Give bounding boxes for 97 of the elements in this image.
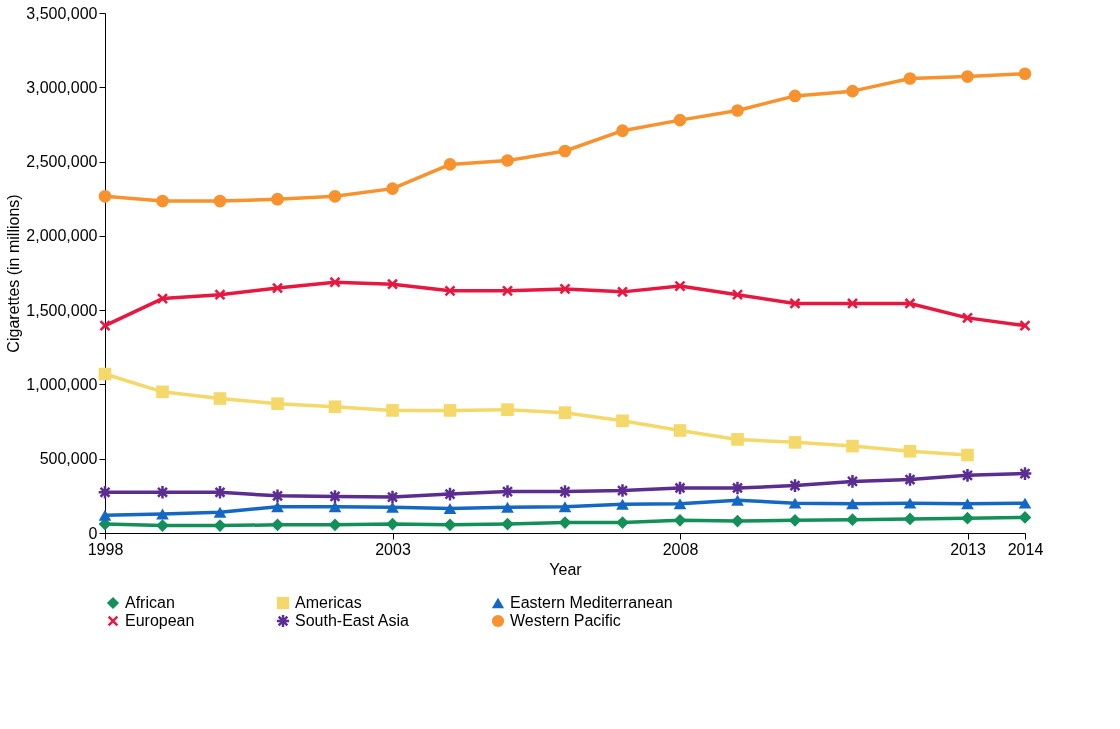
- point: [156, 519, 169, 532]
- legend-label: Americas: [295, 594, 362, 611]
- point: [443, 518, 457, 532]
- point: [328, 501, 342, 513]
- point: [156, 194, 169, 208]
- point: [788, 89, 802, 103]
- point: [1018, 511, 1032, 524]
- legend-label: European: [125, 612, 195, 629]
- point: [386, 404, 399, 417]
- point: [214, 289, 226, 301]
- y-tick-label: 1,500,000: [26, 301, 98, 319]
- point: [213, 506, 227, 518]
- y-tick-label: 2,500,000: [26, 153, 98, 171]
- y-tick-label: 2,000,000: [26, 227, 98, 245]
- point: [271, 192, 284, 206]
- x-axis-title: Year: [549, 560, 583, 578]
- point: [673, 498, 687, 510]
- point: [501, 154, 514, 167]
- point: [271, 501, 284, 513]
- point: [502, 285, 513, 297]
- point: [386, 517, 399, 531]
- point: [788, 497, 802, 509]
- point: [156, 485, 169, 499]
- point: [673, 514, 687, 527]
- point: [501, 501, 514, 513]
- x-tick-label: 2003: [375, 540, 411, 558]
- point: [156, 385, 169, 399]
- point: [386, 182, 399, 195]
- point: [501, 517, 514, 531]
- point: [846, 513, 859, 526]
- x-tick-label: 2008: [662, 540, 699, 558]
- point: [961, 448, 974, 462]
- point: [558, 144, 572, 158]
- point: [788, 514, 802, 527]
- x-tick-label: 2014: [1007, 540, 1044, 558]
- point: [501, 403, 514, 417]
- y-tick-label: 3,000,000: [26, 78, 98, 96]
- y-tick-label: 3,500,000: [26, 4, 98, 22]
- point: [558, 516, 572, 529]
- point: [271, 518, 284, 532]
- point: [617, 286, 628, 298]
- point: [271, 397, 284, 411]
- point: [846, 498, 859, 510]
- y-tick-label: 500,000: [39, 450, 98, 468]
- x-tick-label: 2013: [950, 540, 986, 558]
- y-tick-label: 1,000,000: [26, 375, 98, 393]
- point: [443, 503, 457, 514]
- point: [731, 104, 744, 117]
- point: [961, 511, 974, 525]
- point: [616, 516, 629, 529]
- point: [673, 424, 687, 437]
- point: [443, 404, 457, 417]
- point: [731, 494, 744, 506]
- x-tick-label: 1998: [87, 540, 124, 558]
- legend-label: African: [125, 594, 175, 611]
- y-tick-label: 0: [88, 524, 98, 542]
- point: [731, 433, 744, 446]
- point: [443, 158, 457, 171]
- point: [328, 190, 342, 203]
- point: [213, 392, 227, 405]
- point: [387, 278, 398, 290]
- point: [98, 367, 112, 381]
- point: [558, 501, 572, 513]
- point: [731, 514, 744, 528]
- point: [904, 298, 916, 309]
- point: [903, 497, 917, 509]
- point: [98, 190, 112, 203]
- point: [673, 113, 687, 127]
- point: [213, 519, 227, 532]
- point: [616, 414, 629, 428]
- y-axis-title: Cigarettes (in millions): [5, 194, 23, 353]
- point: [156, 508, 169, 520]
- legend-label: Western Pacific: [510, 612, 621, 629]
- point: [961, 498, 974, 510]
- point: [328, 518, 342, 532]
- point: [846, 439, 859, 453]
- point: [903, 444, 917, 458]
- point: [99, 320, 111, 331]
- point: [962, 312, 973, 324]
- point: [961, 70, 974, 83]
- point: [616, 124, 629, 137]
- point: [788, 436, 802, 449]
- point: [98, 509, 112, 521]
- point: [789, 298, 801, 309]
- point: [272, 282, 283, 294]
- point: [328, 400, 342, 414]
- legend-label: Eastern Mediterranean: [510, 594, 673, 611]
- point: [558, 406, 572, 419]
- point: [213, 194, 227, 208]
- point: [1018, 497, 1032, 509]
- point: [846, 84, 859, 98]
- point: [1019, 320, 1031, 331]
- point: [903, 512, 917, 526]
- point: [903, 72, 917, 85]
- point: [1018, 67, 1032, 81]
- legend-label: South-East Asia: [295, 612, 409, 629]
- point: [616, 498, 629, 510]
